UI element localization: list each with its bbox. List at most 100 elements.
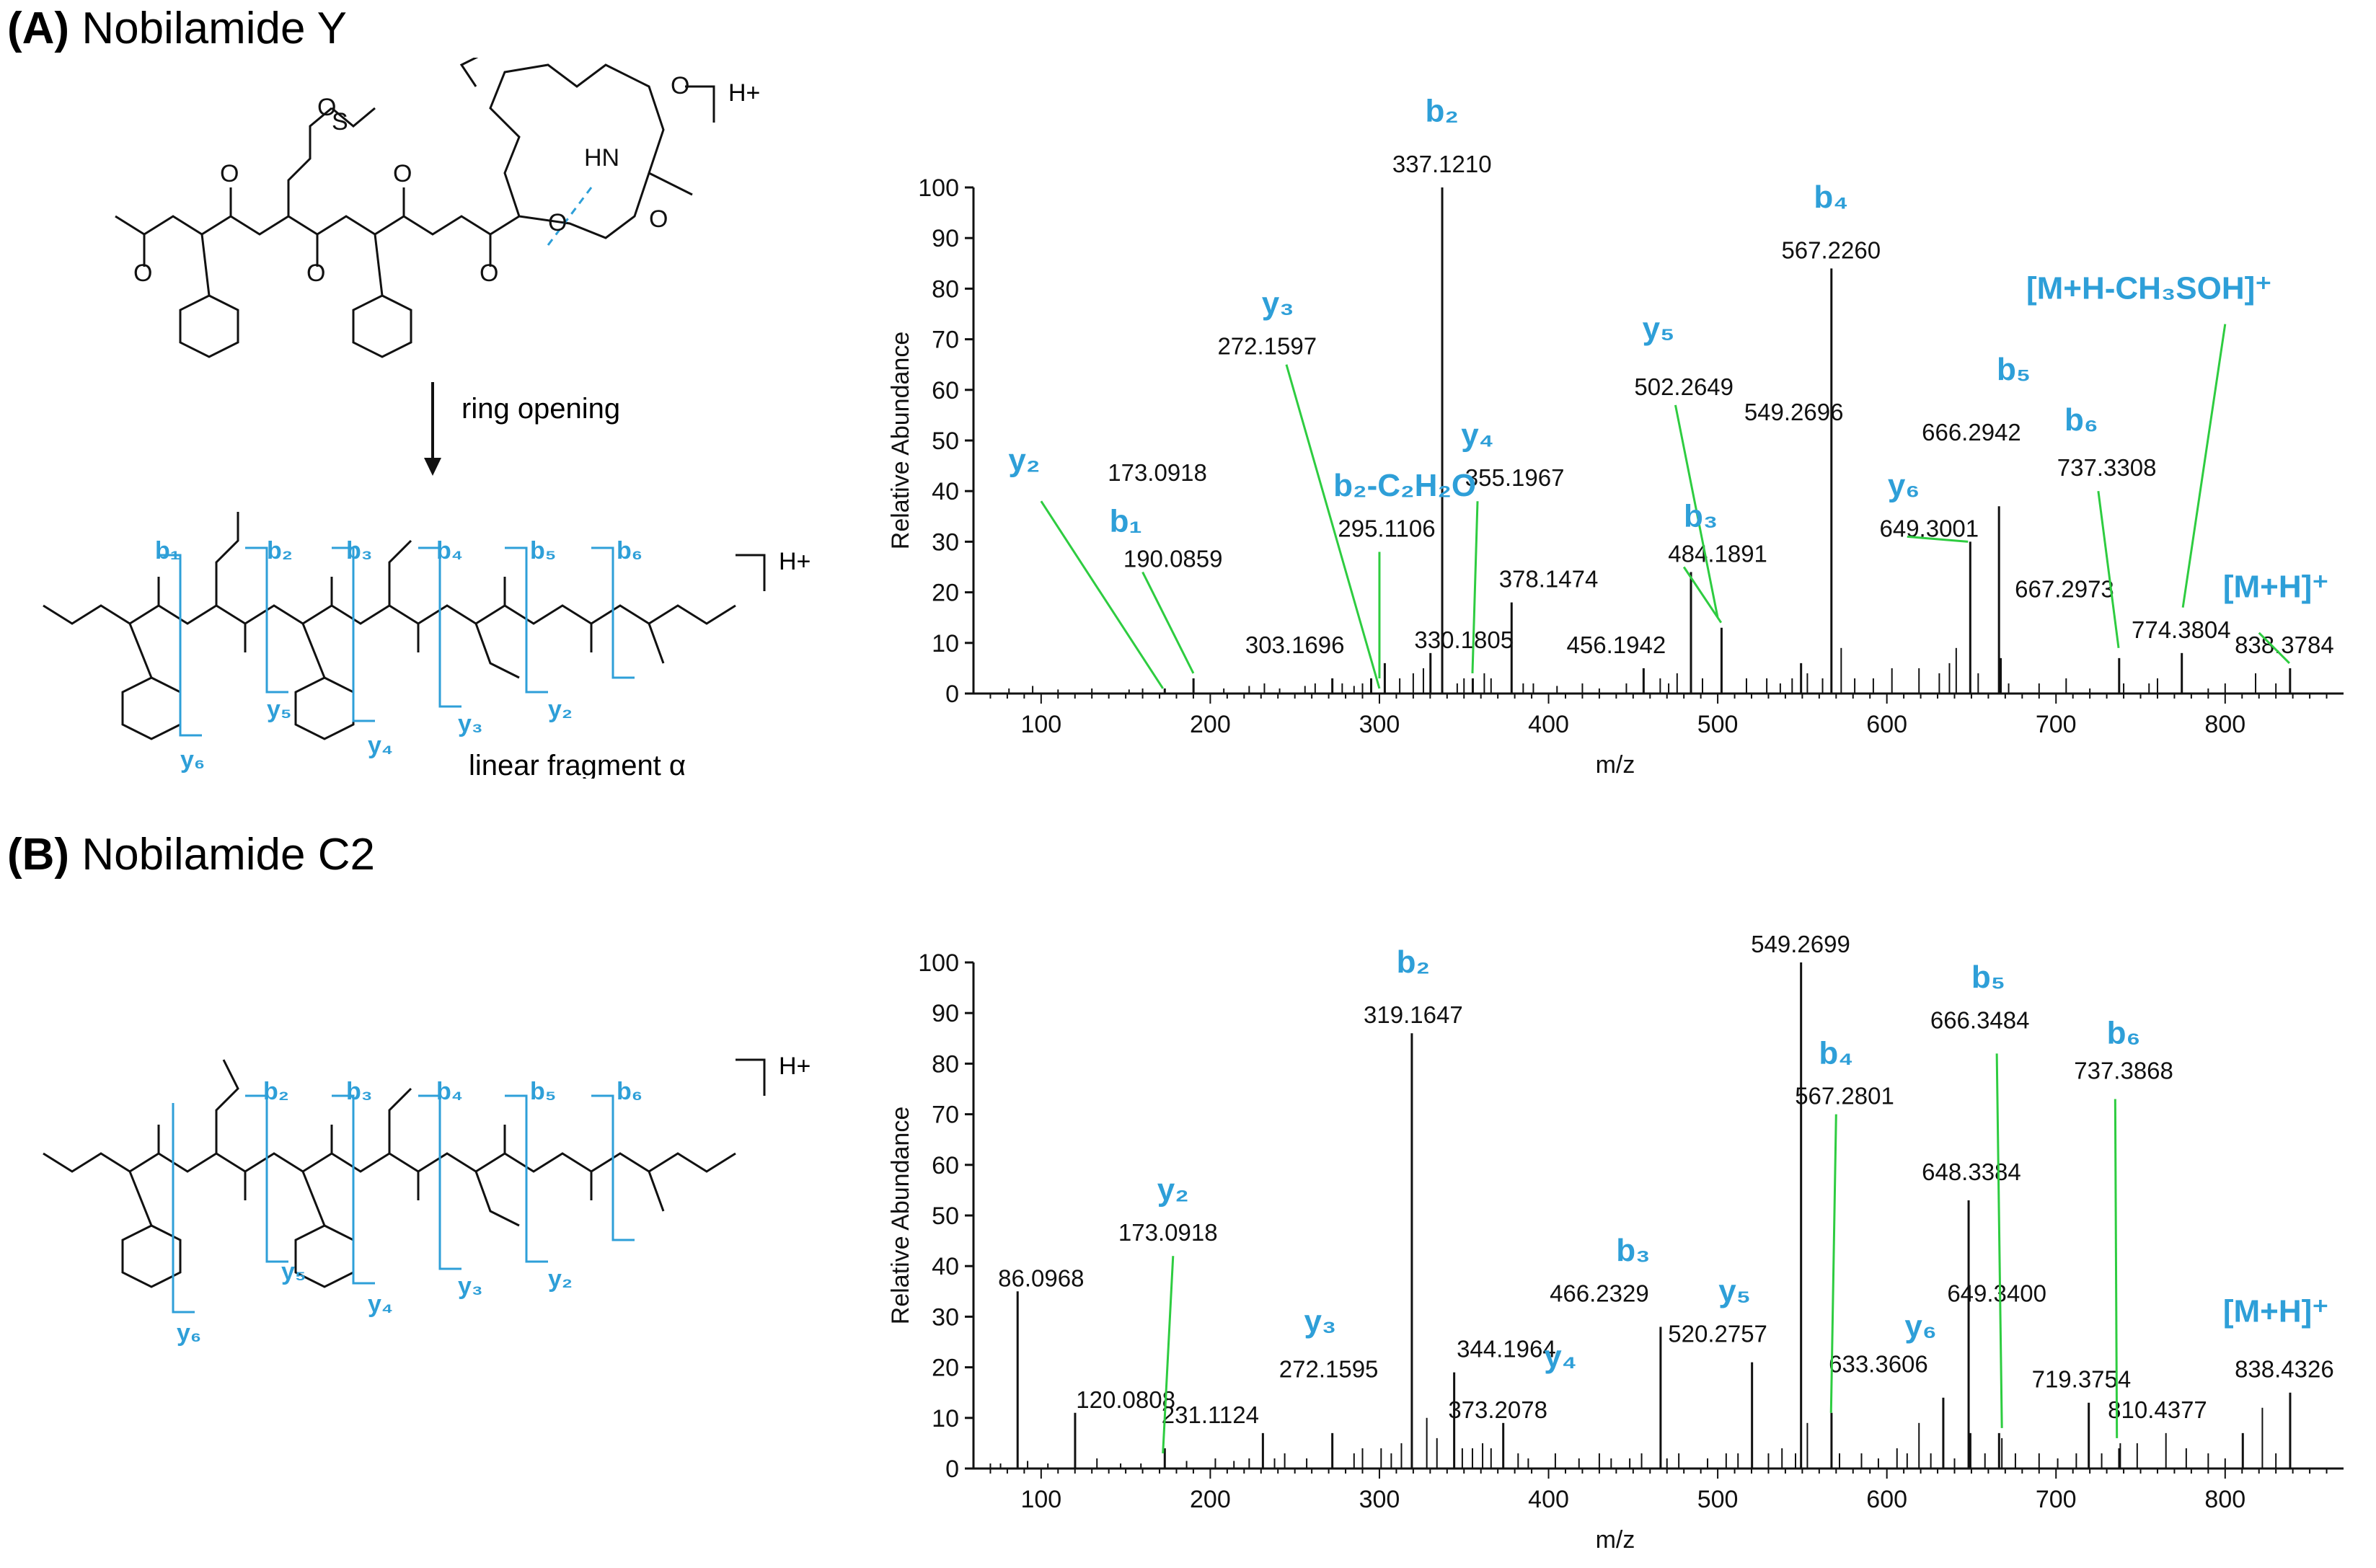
cleavage-brackets-b [172, 1094, 635, 1314]
ion-annotation-173.0918: y₂ [1008, 443, 1040, 478]
x-tick-label: 500 [1697, 1486, 1739, 1513]
ion-annotation-337.1210: b₂ [1426, 94, 1459, 129]
panel-b-title: (B) Nobilamide C2 [7, 829, 375, 880]
ion-annotation-567.2260: b₄ [1814, 180, 1848, 215]
svg-text:b₂: b₂ [267, 537, 293, 564]
peak-label-173.0918: 173.0918 [1118, 1219, 1218, 1246]
ion-leader-line [1674, 404, 1719, 618]
ion-leader-line [2097, 491, 2120, 649]
y-tick-label: 80 [932, 275, 959, 303]
ion-annotation-737.3308: b₆ [2064, 402, 2098, 438]
y-tick-label: 10 [932, 630, 959, 657]
peak-label-330.1805: 330.1805 [1414, 626, 1514, 653]
svg-text:HN: HN [584, 144, 619, 172]
svg-text:y₃: y₃ [458, 710, 483, 738]
peak-label-344.1964: 344.1964 [1457, 1336, 1556, 1363]
ion-annotation-319.1647: b₂ [1397, 944, 1430, 980]
peak-label-567.2260: 567.2260 [1781, 236, 1881, 263]
x-tick-label: 600 [1866, 711, 1907, 738]
svg-text:y₂: y₂ [548, 696, 573, 723]
cleavage-brackets-a [159, 546, 635, 737]
peak-label-272.1595: 272.1595 [1279, 1356, 1379, 1383]
structure-a-diagram: S O O O O O O O O HN O H+ ring opening [43, 58, 811, 779]
svg-text:y₄: y₄ [368, 732, 393, 759]
panel-a-title: (A) Nobilamide Y [7, 3, 347, 54]
y-tick-label: 60 [932, 377, 959, 404]
svg-text:y₅: y₅ [281, 1258, 306, 1285]
ion-annotation-173.0918: y₂ [1157, 1172, 1189, 1208]
y-tick-label: 60 [932, 1152, 959, 1179]
charge-label-a-linear: H+ [779, 548, 811, 575]
ring-opening-label: ring opening [461, 393, 620, 425]
charge-label-b: H+ [779, 1053, 811, 1080]
linear-fragment-label: linear fragment α [469, 750, 686, 779]
svg-text:y₅: y₅ [267, 696, 292, 723]
svg-text:b₅: b₅ [530, 1078, 556, 1105]
ion-leader-line [1682, 566, 1723, 624]
svg-text:b₃: b₃ [346, 537, 373, 564]
x-tick-label: 500 [1697, 711, 1739, 738]
y-tick-label: 100 [918, 949, 959, 977]
ion-annotation-190.0859: b₁ [1110, 503, 1142, 539]
svg-text:b₆: b₆ [617, 537, 642, 564]
peak-label-648.3384: 648.3384 [1922, 1159, 2021, 1185]
svg-text:b₅: b₅ [530, 537, 556, 564]
ion-leader-line [1829, 1114, 1837, 1413]
peak-label-666.3484: 666.3484 [1930, 1006, 2030, 1033]
peak-label-173.0918: 173.0918 [1108, 459, 1207, 486]
svg-text:O: O [480, 260, 498, 287]
x-axis-label: m/z [1596, 1526, 1635, 1554]
plot-area: 0 10 20 30 40 50 60 70 80 90 100 100 200 300 400 500 600… [887, 94, 2344, 779]
peak-label-633.3606: 633.3606 [1829, 1351, 1928, 1378]
y-axis-label: Relative Abundance [887, 332, 914, 549]
ion-annotation-295.1106: b₂-C₂H₂O [1333, 468, 1476, 503]
y-tick-label: 70 [932, 1102, 959, 1129]
ion-annotation-355.1967: y₄ [1461, 417, 1493, 453]
peak-label-466.2329: 466.2329 [1550, 1280, 1649, 1306]
peak-label-649.3001: 649.3001 [1879, 515, 1979, 541]
peak-label-838.3784: 838.3784 [2235, 632, 2334, 658]
panel-b-name: Nobilamide C2 [81, 830, 375, 880]
peak-label-337.1210: 337.1210 [1392, 151, 1492, 177]
svg-text:O: O [306, 260, 325, 287]
ion-annotation-649.3001: y₆ [1888, 468, 1920, 503]
peak-label-667.2973: 667.2973 [2015, 576, 2114, 603]
ion-annotation-484.1891: b₃ [1684, 498, 1718, 533]
nobilamide-c2-drawing [43, 1059, 736, 1288]
plot-area: 0 10 20 30 40 50 60 70 80 90 100 100 200 300 400 500 600… [887, 931, 2344, 1554]
svg-text:O: O [548, 209, 567, 236]
svg-text:O: O [393, 160, 412, 187]
ion-annotation-567.2801: b₄ [1819, 1035, 1853, 1071]
x-tick-label: 700 [2036, 711, 2077, 738]
peak-label-502.2649: 502.2649 [1634, 373, 1734, 400]
peak-label-737.3868: 737.3868 [2074, 1057, 2173, 1084]
ion-annotation-666.3484: b₅ [1971, 960, 2005, 995]
ion-annotation-838.3784: [M+H]⁺ [2223, 570, 2329, 605]
svg-text:b₆: b₆ [617, 1078, 642, 1105]
panel-a-name: Nobilamide Y [81, 4, 347, 53]
svg-text:y₃: y₃ [458, 1272, 483, 1300]
ion-annotation-774.3804: [M+H-CH₃SOH]⁺ [2026, 270, 2272, 306]
ion-annotation-466.2329: b₃ [1616, 1233, 1650, 1268]
y-tick-label: 20 [932, 1355, 959, 1382]
y-tick-label: 80 [932, 1050, 959, 1078]
svg-text:b₁: b₁ [155, 537, 180, 564]
svg-text:b₂: b₂ [263, 1078, 289, 1105]
x-tick-label: 800 [2204, 1486, 2245, 1513]
peak-label-666.2942: 666.2942 [1922, 419, 2021, 446]
svg-text:y₂: y₂ [548, 1265, 573, 1293]
spectrum-a-chart: 0 10 20 30 40 50 60 70 80 90 100 100 200 300 400 500 600… [887, 94, 2344, 779]
svg-text:O: O [220, 160, 239, 187]
svg-text:b₄: b₄ [436, 537, 463, 564]
y-axis-label: Relative Abundance [887, 1107, 914, 1324]
cyclic-peptide-drawing [115, 58, 693, 358]
peak-label-231.1124: 231.1124 [1162, 1401, 1259, 1428]
peak-label-810.4377: 810.4377 [2108, 1396, 2207, 1423]
svg-text:O: O [133, 260, 152, 287]
x-tick-label: 100 [1020, 711, 1061, 738]
structure-a-atom-labels: S O O O O O O O O HN O [133, 72, 689, 287]
svg-text:S: S [332, 108, 348, 136]
x-tick-label: 600 [1866, 1486, 1907, 1513]
x-tick-label: 400 [1528, 1486, 1569, 1513]
ion-leader-line [2114, 1099, 2119, 1438]
